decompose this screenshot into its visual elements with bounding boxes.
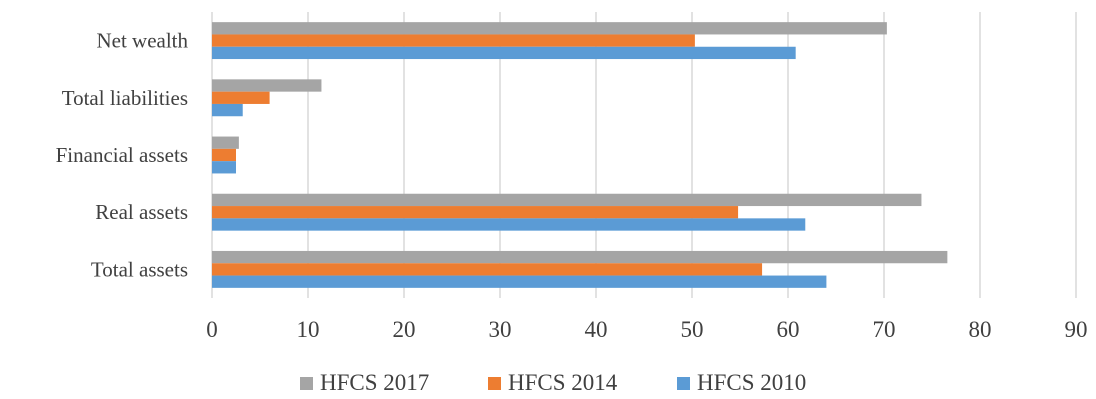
bar-net-wealth-hfcs-2017 bbox=[212, 22, 887, 35]
legend-item-hfcs-2010: HFCS 2010 bbox=[677, 370, 806, 395]
x-tick-label: 60 bbox=[777, 317, 800, 342]
bar-real-assets-hfcs-2014 bbox=[212, 206, 739, 219]
bar-real-assets-hfcs-2010 bbox=[212, 218, 806, 231]
bar-total-assets-hfcs-2010 bbox=[212, 275, 827, 288]
x-tick-label: 10 bbox=[297, 317, 320, 342]
x-tick-label: 20 bbox=[393, 317, 416, 342]
x-tick-label: 30 bbox=[489, 317, 512, 342]
bar-net-wealth-hfcs-2014 bbox=[212, 34, 695, 47]
gridlines bbox=[211, 12, 1077, 298]
bar-financial-assets-hfcs-2017 bbox=[212, 136, 239, 149]
legend-label: HFCS 2014 bbox=[508, 370, 618, 395]
x-tick-label: 40 bbox=[585, 317, 608, 342]
legend: HFCS 2017 HFCS 2014 HFCS 2010 bbox=[300, 370, 806, 395]
bar-total-liabilities-hfcs-2014 bbox=[212, 91, 270, 104]
bar-financial-assets-hfcs-2014 bbox=[212, 148, 236, 162]
category-label: Total liabilities bbox=[62, 86, 188, 110]
bar-total-assets-hfcs-2014 bbox=[212, 263, 763, 276]
legend-swatch bbox=[300, 377, 313, 390]
category-labels: Net wealth Total liabilities Financial ass… bbox=[56, 29, 189, 282]
bar-financial-assets-hfcs-2010 bbox=[212, 161, 236, 174]
category-label: Total assets bbox=[91, 257, 188, 281]
legend-label: HFCS 2010 bbox=[697, 370, 806, 395]
category-label: Net wealth bbox=[96, 29, 188, 53]
x-tick-label: 90 bbox=[1065, 317, 1088, 342]
bar-total-liabilities-hfcs-2010 bbox=[212, 103, 243, 117]
bar-total-liabilities-hfcs-2017 bbox=[212, 79, 322, 92]
bar-total-assets-hfcs-2017 bbox=[212, 250, 948, 264]
bars bbox=[212, 22, 948, 288]
legend-swatch bbox=[488, 377, 501, 390]
legend-label: HFCS 2017 bbox=[320, 370, 429, 395]
legend-item-hfcs-2014: HFCS 2014 bbox=[488, 370, 618, 395]
legend-item-hfcs-2017: HFCS 2017 bbox=[300, 370, 429, 395]
x-tick-label: 50 bbox=[681, 317, 704, 342]
bar-net-wealth-hfcs-2010 bbox=[212, 46, 796, 60]
legend-swatch bbox=[677, 377, 690, 390]
x-tick-label: 0 bbox=[206, 317, 218, 342]
category-label: Real assets bbox=[95, 200, 188, 224]
x-tick-label: 80 bbox=[969, 317, 992, 342]
x-tick-labels: 0 10 20 30 40 50 60 70 80 90 bbox=[206, 317, 1087, 342]
x-tick-label: 70 bbox=[873, 317, 896, 342]
category-label: Financial assets bbox=[56, 143, 188, 167]
bar-real-assets-hfcs-2017 bbox=[212, 193, 922, 207]
